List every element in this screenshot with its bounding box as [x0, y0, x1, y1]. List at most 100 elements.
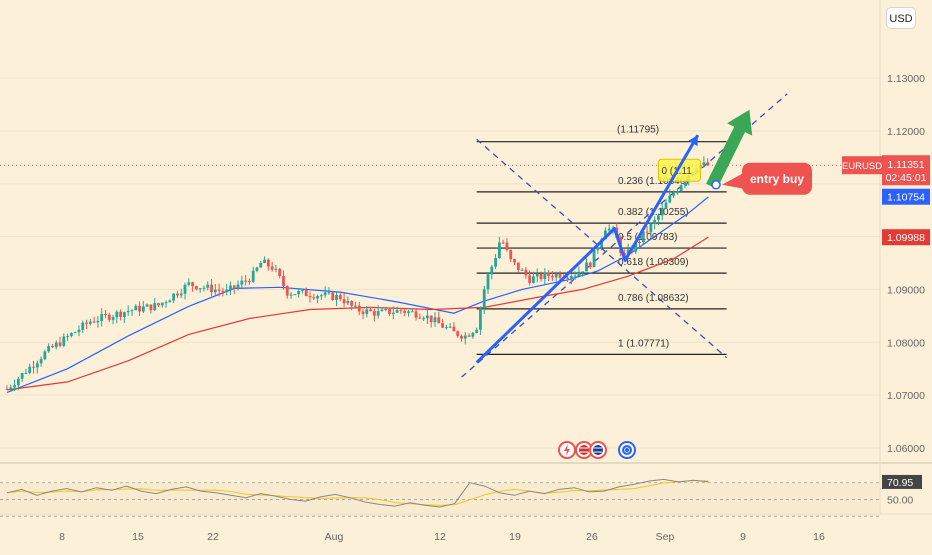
candle-body — [581, 271, 585, 273]
candle — [104, 309, 107, 319]
globe-icon[interactable] — [618, 441, 636, 459]
candle — [323, 286, 327, 298]
price-tick-label: 1.06000 — [887, 443, 925, 455]
date-tick-label: Sep — [656, 531, 675, 543]
candle-body — [335, 295, 338, 300]
candle — [354, 301, 357, 308]
candle-body — [168, 300, 172, 303]
trend-zigzag[interactable] — [475, 134, 700, 364]
candle-body — [452, 326, 456, 332]
event-markers[interactable] — [558, 441, 636, 459]
candle-body — [85, 322, 88, 324]
candle-body — [251, 270, 255, 282]
candle-body — [422, 318, 426, 320]
lightning-icon[interactable] — [558, 441, 576, 459]
candle-body — [520, 269, 524, 271]
candle — [497, 236, 501, 259]
candle-body — [410, 311, 414, 313]
dashed-trendline[interactable] — [461, 93, 788, 378]
candle — [573, 271, 577, 280]
price-axis[interactable]: 1.13000 1.12000 1.09000 1.08000 1.07000 1.060… — [882, 73, 925, 506]
candle-body — [577, 271, 581, 276]
candle-body — [221, 290, 225, 292]
candle — [577, 266, 581, 277]
candle — [384, 306, 388, 312]
trend-arrowhead — [688, 135, 698, 147]
entry-point-marker[interactable] — [711, 180, 721, 190]
candle — [126, 305, 130, 316]
candle — [702, 156, 706, 168]
candle — [426, 309, 429, 324]
target-arrow[interactable] — [706, 109, 753, 189]
candle — [505, 238, 509, 252]
candle — [210, 278, 213, 297]
candle — [638, 240, 641, 248]
candle-body — [304, 290, 308, 297]
candle-body — [293, 294, 297, 296]
flag-glyph — [593, 445, 603, 455]
candle-body — [43, 351, 47, 360]
date-tick-label: 26 — [586, 531, 598, 543]
candle-body — [657, 215, 660, 220]
candle-body — [323, 292, 327, 296]
candle-body — [407, 311, 410, 313]
candle-body — [282, 276, 285, 287]
candle — [494, 254, 497, 270]
candle-body — [16, 378, 20, 386]
candle — [225, 283, 229, 296]
candle-body — [141, 306, 145, 312]
candle-body — [505, 242, 509, 251]
entry-buy-callout[interactable]: entry buy — [722, 162, 813, 195]
candle-body — [365, 309, 369, 314]
candle — [32, 360, 35, 374]
globe-glyph — [622, 445, 632, 455]
candle-body — [649, 224, 653, 233]
moving-averages — [6, 196, 709, 394]
candle — [433, 311, 437, 327]
candle-body — [312, 297, 316, 299]
candle-body — [266, 259, 270, 267]
candle-body — [444, 327, 448, 329]
candle-body — [104, 314, 107, 316]
candle-body — [77, 329, 81, 333]
currency-button[interactable]: USD — [886, 7, 916, 29]
highlight-box[interactable] — [657, 158, 701, 182]
rsi-line — [6, 478, 709, 508]
candle — [301, 289, 304, 294]
candle-body — [183, 284, 187, 294]
candle — [388, 308, 391, 317]
candle — [202, 285, 206, 292]
candle-body — [47, 346, 51, 352]
candle — [198, 287, 202, 294]
candle — [92, 316, 96, 324]
candle-body — [592, 249, 596, 268]
candle — [668, 189, 672, 204]
candle — [308, 291, 312, 303]
candle — [13, 379, 16, 392]
candle-body — [145, 304, 149, 307]
candle — [206, 281, 210, 291]
candle — [176, 290, 179, 299]
candle — [20, 372, 24, 382]
candle-body — [372, 311, 376, 316]
candle-body — [297, 291, 301, 295]
candle-body — [69, 333, 73, 337]
candle — [331, 290, 335, 301]
date-axis[interactable]: 8 15 22 Aug 12 19 26 Sep 9 16 — [59, 531, 825, 543]
candle — [157, 302, 160, 308]
rsi-pane — [0, 478, 880, 517]
candle-body — [490, 266, 494, 275]
candle — [66, 333, 69, 342]
candle — [236, 280, 240, 291]
ma-slow-badge — [882, 229, 930, 246]
candle — [39, 356, 43, 367]
candle-body — [585, 262, 588, 272]
candle — [232, 285, 236, 295]
candle-body — [645, 231, 649, 233]
candle-body — [539, 273, 543, 280]
eu-flag-icon[interactable] — [589, 441, 607, 459]
candle-body — [20, 373, 24, 379]
